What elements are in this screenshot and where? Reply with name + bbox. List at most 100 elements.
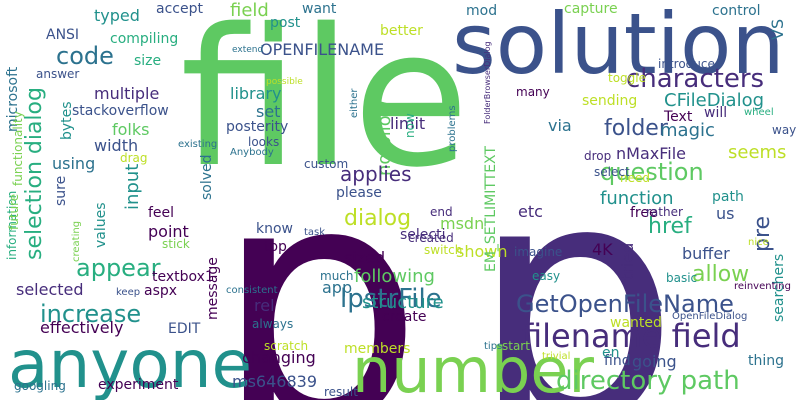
cloud-word: free (630, 205, 658, 221)
cloud-word: looks (248, 135, 280, 149)
cloud-word: tips (484, 341, 503, 352)
cloud-word: select (594, 165, 630, 179)
cloud-word: values (93, 202, 109, 248)
cloud-word: keep (116, 287, 141, 298)
cloud-word: compiling (110, 31, 179, 47)
cloud-word: create (382, 309, 427, 325)
cloud-word: effectively (40, 318, 124, 337)
cloud-word: number (352, 334, 594, 400)
cloud-word: dialog (344, 206, 412, 231)
cloud-word: sending (582, 93, 638, 109)
cloud-word: following (354, 266, 435, 287)
cloud-word: magic (660, 120, 715, 141)
cloud-word: file (180, 0, 470, 209)
cloud-word: googling (14, 379, 66, 393)
cloud-word: OpenFileDialog (672, 311, 748, 322)
cloud-word: point (148, 222, 189, 241)
cloud-word: functionality (11, 111, 25, 186)
cloud-word: existing (178, 139, 218, 150)
cloud-word: always (252, 317, 294, 331)
cloud-word: way (772, 123, 797, 137)
cloud-word: code (56, 42, 114, 70)
cloud-word: input (122, 163, 143, 210)
cloud-word: textbox1 (152, 269, 214, 285)
cloud-word: imagine (514, 245, 563, 259)
cloud-word: applies (340, 162, 412, 186)
cloud-word: library (230, 84, 282, 103)
cloud-word: allow (692, 262, 750, 287)
cloud-word: sized (344, 248, 386, 267)
cloud-word: filename field (522, 317, 741, 355)
cloud-word: stick (162, 237, 190, 251)
cloud-word: path (712, 189, 744, 205)
cloud-word: thing (748, 353, 785, 369)
cloud-word: folder (604, 116, 668, 141)
cloud-word: msdn (440, 214, 485, 233)
cloud-word: posterity (226, 119, 289, 135)
cloud-word: seems (728, 142, 787, 163)
cloud-word: solved (199, 154, 215, 200)
cloud-word: selected (16, 280, 84, 299)
cloud-word: ANSI (46, 27, 80, 43)
cloud-word: answer (36, 67, 80, 81)
cloud-word: end (430, 205, 453, 219)
cloud-word: result (324, 385, 358, 399)
cloud-word: question (600, 158, 704, 186)
cloud-word: know (256, 221, 293, 237)
cloud-word: much (320, 269, 354, 283)
cloud-word: limit (390, 114, 426, 133)
cloud-word: bytes (59, 101, 75, 140)
cloud-word: feel (148, 205, 175, 221)
cloud-word: structure (362, 292, 444, 313)
cloud-word: consistent (226, 285, 278, 296)
cloud-word: appear (76, 254, 161, 282)
cloud-word: wanted (610, 315, 662, 331)
cloud-word: reinventing (734, 281, 791, 292)
cloud-word: switch (424, 243, 463, 257)
cloud-word: width (94, 136, 139, 155)
cloud-word: us (716, 204, 735, 223)
cloud-word: toggle (608, 71, 646, 85)
cloud-word: find (604, 353, 631, 369)
cloud-word: basic (666, 271, 698, 285)
cloud-word: will (704, 105, 728, 121)
cloud-word: accept (156, 1, 203, 17)
cloud-word: scratch (264, 339, 309, 353)
cloud-word: folks (112, 120, 150, 139)
cloud-word: GetOpenFileName (516, 290, 734, 318)
cloud-word: task (304, 227, 326, 238)
cloud-word: stackoverflow (72, 103, 169, 119)
cloud-word: nice (748, 237, 769, 248)
cloud-word: tried (618, 242, 637, 280)
cloud-word: many (516, 85, 550, 99)
cloud-word: want (302, 1, 337, 17)
cloud-word: extend (232, 45, 264, 55)
cloud-word: problems (447, 105, 458, 152)
cloud-word: etc (518, 202, 543, 221)
cloud-word: experiment (98, 377, 179, 393)
cloud-word: need (620, 171, 650, 185)
cloud-word: CFileDialog (664, 90, 765, 111)
cloud-word: FolderBrowserDialog (483, 41, 492, 124)
cloud-word: ms646839 (232, 372, 317, 391)
cloud-word: members (344, 341, 411, 357)
cloud-word: lpstrFile (340, 284, 442, 314)
cloud-word: start (502, 339, 530, 353)
cloud-word: selecti (400, 227, 446, 243)
cloud-word: multiple (94, 84, 160, 103)
cloud-word: directory path (556, 366, 740, 396)
cloud-word: rel (254, 296, 275, 315)
cloud-word: easy (532, 269, 561, 283)
cloud-word: possible (266, 77, 303, 87)
cloud-word: via (548, 116, 572, 135)
cloud-word: nMaxFile (616, 144, 686, 163)
cloud-word: selection dialog (22, 87, 47, 260)
cloud-word: solution (452, 0, 785, 93)
cloud-word: Text (664, 109, 693, 125)
cloud-word: aspx (144, 283, 178, 299)
cloud-word: either (349, 88, 360, 118)
cloud-word: OPENFILENAME (260, 40, 385, 59)
cloud-word: mod (466, 3, 498, 19)
cloud-word: buffer (682, 244, 730, 263)
cloud-word: increase (40, 300, 142, 328)
